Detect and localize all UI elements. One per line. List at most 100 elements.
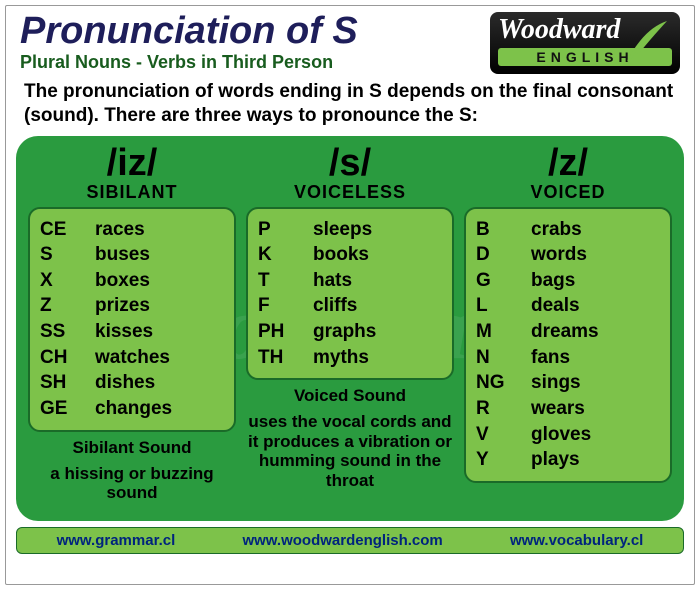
example-row: Gbags: [476, 268, 660, 294]
example-row: GEchanges: [40, 396, 224, 422]
example-row: Zprizes: [40, 293, 224, 319]
ending-label: N: [476, 345, 531, 371]
ending-label: K: [258, 242, 313, 268]
example-word: races: [95, 217, 145, 243]
sound-label: /z/: [464, 144, 672, 182]
column-voiced: /z/ VOICED BcrabsDwordsGbagsLdealsMdream…: [464, 144, 672, 503]
ending-label: S: [40, 242, 95, 268]
example-word: prizes: [95, 293, 150, 319]
fern-icon: [622, 16, 672, 66]
title-block: Pronunciation of S Plural Nouns - Verbs …: [20, 12, 490, 73]
ending-label: CH: [40, 345, 95, 371]
category-label: VOICELESS: [246, 182, 454, 203]
example-row: Kbooks: [258, 242, 442, 268]
card: Pronunciation of S Plural Nouns - Verbs …: [5, 5, 695, 585]
footer-link-vocabulary[interactable]: www.vocabulary.cl: [510, 532, 643, 549]
examples-box: BcrabsDwordsGbagsLdealsMdreamsNfansNGsin…: [464, 207, 672, 483]
example-row: Mdreams: [476, 319, 660, 345]
ending-label: SH: [40, 370, 95, 396]
ending-label: SS: [40, 319, 95, 345]
example-word: myths: [313, 345, 369, 371]
page-subtitle: Plural Nouns - Verbs in Third Person: [20, 52, 490, 73]
example-row: Ldeals: [476, 293, 660, 319]
example-word: deals: [531, 293, 580, 319]
examples-box: PsleepsKbooksThatsFcliffsPHgraphsTHmyths: [246, 207, 454, 381]
example-word: graphs: [313, 319, 376, 345]
sound-label: /iz/: [28, 144, 236, 182]
ending-label: Z: [40, 293, 95, 319]
example-row: Sbuses: [40, 242, 224, 268]
example-word: wears: [531, 396, 585, 422]
ending-label: CE: [40, 217, 95, 243]
example-row: CHwatches: [40, 345, 224, 371]
example-row: PHgraphs: [258, 319, 442, 345]
example-word: crabs: [531, 217, 582, 243]
example-word: bags: [531, 268, 575, 294]
ending-label: T: [258, 268, 313, 294]
example-word: boxes: [95, 268, 150, 294]
example-row: SHdishes: [40, 370, 224, 396]
column-voiceless: /s/ VOICELESS PsleepsKbooksThatsFcliffsP…: [246, 144, 454, 503]
ending-label: L: [476, 293, 531, 319]
brand-logo: Woodward ENGLISH: [490, 12, 680, 74]
example-word: plays: [531, 447, 580, 473]
example-row: Xboxes: [40, 268, 224, 294]
example-row: SSkisses: [40, 319, 224, 345]
note-body: uses the vocal cords and it produces a v…: [246, 412, 454, 490]
footer-link-woodward[interactable]: www.woodwardenglish.com: [242, 532, 442, 549]
example-row: NGsings: [476, 370, 660, 396]
example-word: words: [531, 242, 587, 268]
sound-label: /s/: [246, 144, 454, 182]
column-sibilant: /iz/ SIBILANT CEracesSbusesXboxesZprizes…: [28, 144, 236, 503]
example-word: fans: [531, 345, 570, 371]
note-title: Sibilant Sound: [28, 438, 236, 458]
example-word: dreams: [531, 319, 599, 345]
ending-label: F: [258, 293, 313, 319]
example-word: books: [313, 242, 369, 268]
example-word: changes: [95, 396, 172, 422]
example-row: Yplays: [476, 447, 660, 473]
ending-label: D: [476, 242, 531, 268]
ending-label: V: [476, 422, 531, 448]
example-row: Rwears: [476, 396, 660, 422]
ending-label: P: [258, 217, 313, 243]
footer: www.grammar.cl www.woodwardenglish.com w…: [16, 527, 684, 554]
ending-label: X: [40, 268, 95, 294]
example-row: CEraces: [40, 217, 224, 243]
example-row: Vgloves: [476, 422, 660, 448]
example-row: Thats: [258, 268, 442, 294]
intro-text: The pronunciation of words ending in S d…: [6, 76, 694, 136]
ending-label: R: [476, 396, 531, 422]
example-word: gloves: [531, 422, 591, 448]
ending-label: G: [476, 268, 531, 294]
ending-label: M: [476, 319, 531, 345]
ending-label: PH: [258, 319, 313, 345]
ending-label: B: [476, 217, 531, 243]
example-row: Bcrabs: [476, 217, 660, 243]
example-row: THmyths: [258, 345, 442, 371]
example-word: cliffs: [313, 293, 357, 319]
example-row: Nfans: [476, 345, 660, 371]
example-word: dishes: [95, 370, 155, 396]
ending-label: TH: [258, 345, 313, 371]
note-title: Voiced Sound: [246, 386, 454, 406]
category-label: SIBILANT: [28, 182, 236, 203]
example-row: Dwords: [476, 242, 660, 268]
example-word: sleeps: [313, 217, 372, 243]
category-label: VOICED: [464, 182, 672, 203]
ending-label: GE: [40, 396, 95, 422]
example-word: kisses: [95, 319, 153, 345]
example-word: hats: [313, 268, 352, 294]
footer-link-grammar[interactable]: www.grammar.cl: [57, 532, 176, 549]
ending-label: Y: [476, 447, 531, 473]
example-word: sings: [531, 370, 581, 396]
example-word: watches: [95, 345, 170, 371]
note-body: a hissing or buzzing sound: [28, 464, 236, 503]
examples-box: CEracesSbusesXboxesZprizesSSkissesCHwatc…: [28, 207, 236, 432]
page-title: Pronunciation of S: [20, 12, 490, 50]
example-row: Fcliffs: [258, 293, 442, 319]
pronunciation-panel: Woodward /iz/ SIBILANT CEracesSbusesXbox…: [16, 136, 684, 521]
example-row: Psleeps: [258, 217, 442, 243]
header: Pronunciation of S Plural Nouns - Verbs …: [6, 6, 694, 76]
example-word: buses: [95, 242, 150, 268]
